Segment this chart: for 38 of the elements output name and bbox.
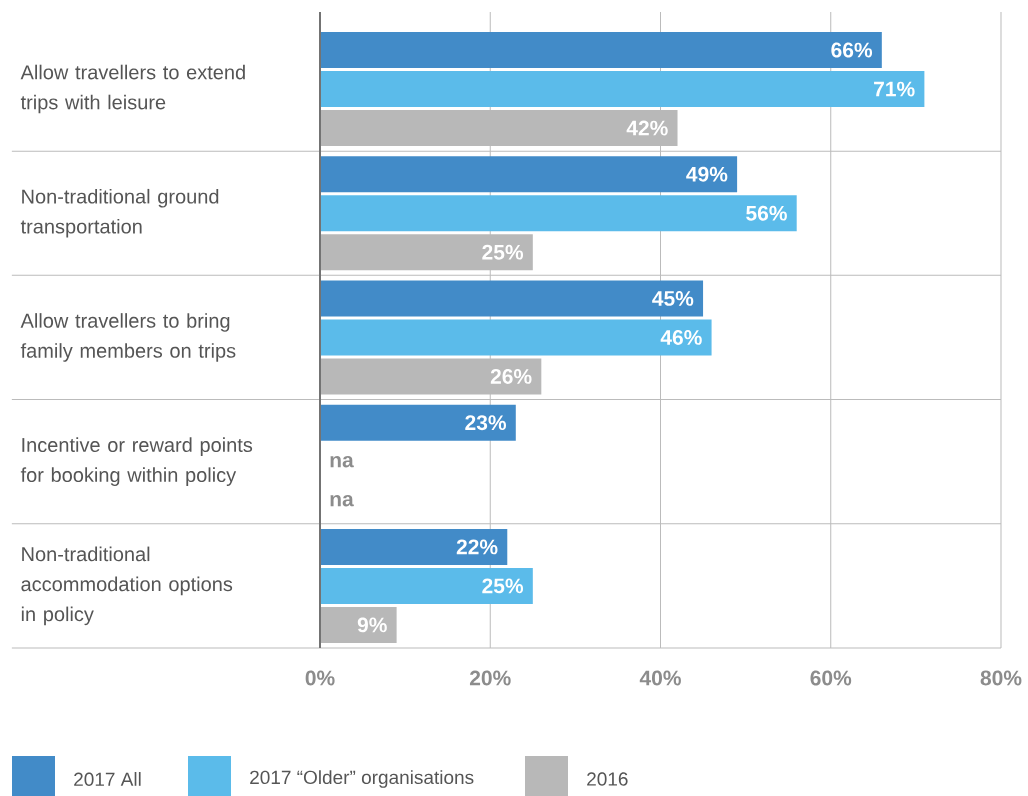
legend-label: 2017 All <box>74 772 141 786</box>
bar <box>320 606 397 643</box>
x-tick-label: 60% <box>810 670 852 686</box>
x-tick-label: 0% <box>305 670 335 686</box>
x-tick-label: 80% <box>980 670 1022 686</box>
text: na <box>330 494 354 507</box>
bar <box>320 319 712 356</box>
bar <box>320 195 797 232</box>
data-label: 71% <box>874 81 915 97</box>
x-tick-label: 20% <box>469 670 511 686</box>
text: na <box>330 455 354 468</box>
data-label: 46% <box>660 330 702 345</box>
y-tick-label: Allow travellers to bring family members on trips <box>20 313 236 362</box>
data-label: 9% <box>357 617 387 633</box>
bar <box>320 280 704 317</box>
data-label: 25% <box>482 244 524 260</box>
legend-label: 2017 “Older” organisations <box>250 770 474 788</box>
data-label: 23% <box>465 415 507 431</box>
bar <box>320 32 882 69</box>
data-label: 26% <box>490 369 532 384</box>
y-tick-label: Allow travellers to extend trips with leisure <box>20 64 245 114</box>
data-label: 56% <box>746 205 787 221</box>
y-tick-label: Incentive or reward points for booking within policy <box>20 437 253 486</box>
legend-label: 2016 <box>587 772 628 786</box>
data-label: 49% <box>686 166 728 182</box>
bar <box>320 567 533 604</box>
data-label: 22% <box>456 539 498 555</box>
data-label: 45% <box>652 291 694 306</box>
data-label: 25% <box>482 578 524 594</box>
bar <box>320 404 516 441</box>
y-tick-label: Non-traditional accommodation options in policy <box>21 546 233 626</box>
bar <box>320 71 925 108</box>
data-label: 66% <box>831 42 873 58</box>
bar <box>320 156 738 193</box>
x-tick-label: 40% <box>639 670 681 686</box>
data-label: 42% <box>626 120 668 136</box>
bar <box>320 528 508 565</box>
y-tick-label: Non-traditional ground transportation <box>20 188 219 238</box>
